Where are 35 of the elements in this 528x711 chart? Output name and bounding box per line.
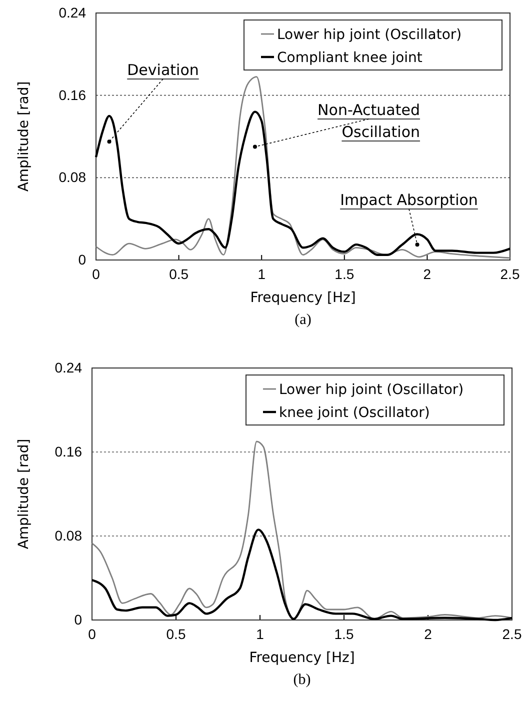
y-tick-label: 0.16 bbox=[54, 443, 82, 460]
line-series bbox=[95, 76, 511, 259]
legend-label: Compliant knee joint bbox=[277, 50, 423, 66]
x-tick-label: 2.5 bbox=[502, 626, 522, 642]
x-tick-label: 2 bbox=[424, 626, 432, 642]
y-tick-label: 0.08 bbox=[58, 169, 86, 186]
annotation: Non-Actuated Oscillation bbox=[318, 101, 420, 141]
x-tick-label: 0 bbox=[88, 626, 96, 642]
y-axis-title: Amplitude [rad] bbox=[16, 438, 32, 550]
annotation: Deviation bbox=[127, 61, 199, 79]
annotation: Impact Absorption bbox=[340, 191, 478, 209]
y-tick-label: 0 bbox=[74, 611, 82, 628]
legend-label: Lower hip joint (Oscillator) bbox=[277, 27, 462, 43]
x-tick-label: 1 bbox=[256, 626, 264, 642]
x-tick-label: 0.5 bbox=[169, 266, 189, 282]
x-axis-title: Frequency [Hz] bbox=[249, 650, 355, 666]
y-axis-title: Amplitude [rad] bbox=[16, 81, 32, 192]
x-axis-title: Frequency [Hz] bbox=[250, 290, 356, 306]
y-tick-label: 0.08 bbox=[54, 527, 82, 544]
y-tick-label: 0.24 bbox=[58, 4, 86, 20]
y-tick-label: 0.16 bbox=[58, 86, 86, 103]
x-tick-label: 1.5 bbox=[334, 266, 354, 282]
x-tick-label: 0 bbox=[92, 266, 100, 282]
y-tick-label: 0 bbox=[78, 251, 86, 268]
x-tick-label: 2.5 bbox=[500, 266, 520, 282]
text: (a) bbox=[294, 312, 312, 328]
legend-label: Lower hip joint (Oscillator) bbox=[279, 382, 464, 398]
y-tick-label: 0.24 bbox=[54, 359, 82, 376]
x-tick-label: 1 bbox=[258, 266, 266, 282]
text: (b) bbox=[293, 672, 311, 688]
x-tick-label: 1.5 bbox=[334, 626, 354, 642]
legend-label: knee joint (Oscillator) bbox=[279, 405, 430, 421]
x-tick-label: 2 bbox=[423, 266, 432, 282]
x-tick-label: 0.5 bbox=[166, 626, 186, 642]
line-series bbox=[90, 528, 514, 622]
